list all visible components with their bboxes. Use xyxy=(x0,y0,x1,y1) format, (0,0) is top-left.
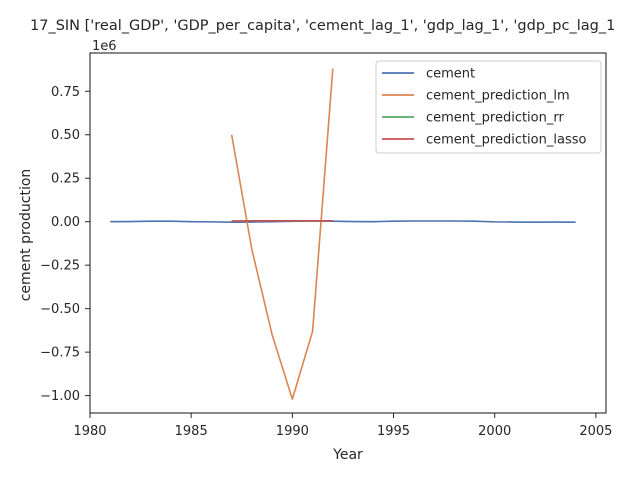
y-offset-label: 1e6 xyxy=(92,39,117,54)
legend-box xyxy=(375,60,602,154)
y-axis-label: cement production xyxy=(18,169,34,302)
legend-label-cement: cement xyxy=(426,67,475,82)
x-tick-label: 1985 xyxy=(175,424,208,439)
x-tick-label: 1995 xyxy=(377,424,410,439)
y-tick-label: −0.25 xyxy=(40,259,80,274)
plot-area xyxy=(110,68,576,400)
y-tick-label: 0.75 xyxy=(51,85,80,100)
y-tick-label: −0.75 xyxy=(40,346,80,361)
legend-label-cement_prediction_lasso: cement_prediction_lasso xyxy=(426,133,586,148)
legend-label-cement_prediction_rr: cement_prediction_rr xyxy=(426,111,564,126)
y-tick-label: −1.00 xyxy=(40,389,80,404)
y-tick-label: 0.00 xyxy=(51,215,80,230)
x-tick-label: 1990 xyxy=(276,424,309,439)
legend: cement cement_prediction_lm cement_predict… xyxy=(375,60,602,154)
plot-frame xyxy=(89,52,607,414)
x-tick-label: 2005 xyxy=(579,424,612,439)
x-axis-label: Year xyxy=(332,447,363,463)
x-tick-label: 2000 xyxy=(478,424,511,439)
y-tick-label: 0.25 xyxy=(51,172,80,187)
x-tick-label: 1980 xyxy=(73,424,106,439)
series-line-cement_prediction_lm xyxy=(230,68,334,400)
axis-ticks: 1980 1985 1990 1995 2000 2005 −1.00 −0.75 −0.50 −… xyxy=(40,85,612,439)
series-line-cement xyxy=(110,220,576,224)
y-tick-label: −0.50 xyxy=(40,302,80,317)
y-tick-label: 0.50 xyxy=(51,128,80,143)
legend-label-cement_prediction_lm: cement_prediction_lm xyxy=(426,89,570,104)
chart-title: 17_SIN ['real_GDP', 'GDP_per_capita', 'c… xyxy=(30,18,615,34)
